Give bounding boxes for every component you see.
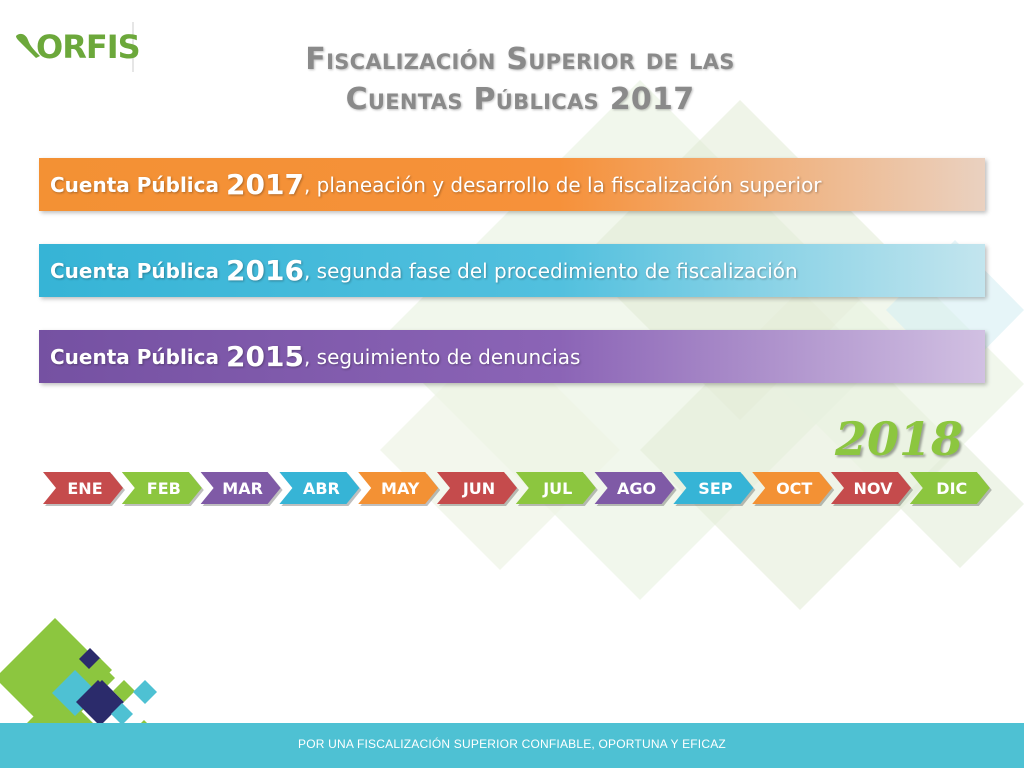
accent-diamond-green (0, 618, 115, 738)
month-label: NOV (854, 479, 894, 498)
month-chevron-shape (673, 472, 754, 504)
cuenta-2016-bar: Cuenta Pública 2016 , segunda fase del p… (39, 244, 985, 297)
month-label: ENE (67, 479, 102, 498)
footer-band: POR UNA FISCALIZACIÓN SUPERIOR CONFIABLE… (0, 723, 1024, 768)
month-chevron-may: MAY (358, 472, 441, 506)
month-label: DIC (936, 479, 967, 498)
title-line-2: Cuentas Públicas 2017 (345, 82, 695, 117)
month-chevron-jun: JUN (437, 472, 519, 506)
accent-diamond-green (113, 680, 135, 702)
bg-diamond (380, 330, 620, 570)
month-label: JUL (542, 479, 572, 498)
month-chevron-shape (831, 472, 911, 504)
month-chevron-oct: OCT (752, 472, 835, 506)
title-line-1: Fiscalización Superior de las (305, 42, 735, 77)
footer-slogan: POR UNA FISCALIZACIÓN SUPERIOR CONFIABLE… (298, 737, 726, 751)
accent-diamond-cyan (133, 680, 157, 704)
month-chevron-ago: AGO (594, 472, 677, 506)
month-chevron-feb: FEB (121, 472, 204, 506)
month-chevron-shape (515, 472, 596, 504)
bar-year: 2017 (226, 168, 304, 201)
timeline-year: 2018 (835, 412, 964, 466)
orfis-logo: ORFIS (14, 22, 141, 74)
month-chevron-jul: JUL (515, 472, 598, 506)
month-chevron-sep: SEP (673, 472, 756, 506)
month-chevron-dic: DIC (909, 472, 992, 506)
month-label: MAY (381, 479, 420, 498)
month-label: ABR (303, 479, 340, 498)
month-chevron-nov: NOV (831, 472, 913, 506)
slide-title: Fiscalización Superior de las Cuentas Pú… (230, 40, 810, 120)
month-chevron-shape (279, 472, 360, 504)
month-chevron-shape (437, 472, 517, 504)
month-chevron-abr: ABR (279, 472, 362, 506)
month-chevron-shape (909, 472, 990, 504)
month-label: SEP (698, 479, 732, 498)
accent-diamond-green (88, 658, 112, 682)
month-label: OCT (776, 479, 812, 498)
bar-label: Cuenta Pública (50, 172, 220, 197)
month-label: AGO (617, 479, 656, 498)
month-chevron-mar: MAR (200, 472, 283, 506)
month-chevron-shape (43, 472, 123, 504)
bar-description: , planeación y desarrollo de la fiscaliz… (303, 172, 822, 197)
cuenta-2015-bar: Cuenta Pública 2015 , seguimiento de den… (39, 330, 985, 383)
logo-map-icon (16, 33, 40, 58)
bar-year: 2016 (226, 254, 304, 287)
bar-description: , segunda fase del procedimiento de fisc… (303, 258, 798, 283)
month-chevron-shape (358, 472, 439, 504)
month-label: FEB (147, 479, 181, 498)
cuenta-2017-bar: Cuenta Pública 2017 , planeación y desar… (39, 158, 985, 211)
bar-label: Cuenta Pública (50, 258, 220, 283)
logo-text: ORFIS (36, 28, 141, 66)
month-chevron-shape (752, 472, 833, 504)
month-label: MAR (222, 479, 263, 498)
bar-year: 2015 (226, 340, 304, 373)
accent-diamond-cyan (111, 703, 133, 725)
month-chevron-shape (200, 472, 281, 504)
bar-label: Cuenta Pública (50, 344, 220, 369)
month-label: JUN (462, 479, 495, 498)
month-chevron-shape (121, 472, 202, 504)
bar-description: , seguimiento de denuncias (303, 344, 581, 369)
month-chevron-ene: ENE (43, 472, 125, 506)
month-chevron-shape (594, 472, 675, 504)
